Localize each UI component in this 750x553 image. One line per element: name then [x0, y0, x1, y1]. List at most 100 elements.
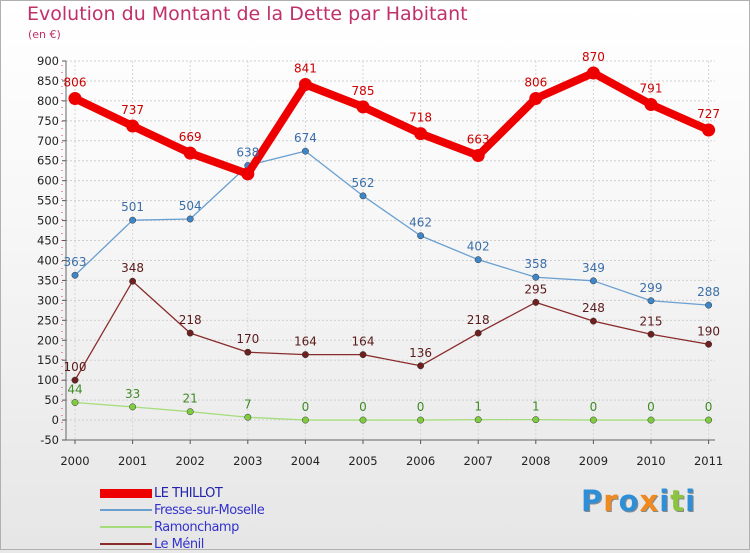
data-label: 841 — [294, 62, 317, 76]
data-label: 737 — [121, 103, 144, 117]
y-tick-label: 50 — [44, 393, 59, 407]
legend-swatch — [100, 543, 152, 545]
data-point — [126, 119, 140, 133]
y-tick-label: 500 — [37, 214, 59, 228]
data-point — [474, 256, 482, 264]
data-label: 0 — [705, 400, 713, 414]
data-point — [359, 192, 367, 200]
data-label: 215 — [640, 314, 663, 328]
y-tick-label: 750 — [37, 114, 59, 128]
grid-layer — [66, 60, 715, 441]
y-tick-label: 850 — [37, 74, 59, 88]
x-tick-label: 2010 — [636, 454, 665, 468]
y-tick-label: 350 — [37, 273, 59, 287]
x-tick-label: 2002 — [176, 454, 205, 468]
data-label: 348 — [121, 261, 144, 275]
data-label: 299 — [640, 281, 663, 295]
x-tick-label: 2000 — [60, 454, 89, 468]
data-point — [474, 416, 482, 424]
data-label: 870 — [582, 50, 605, 64]
data-label: 33 — [125, 387, 140, 401]
data-label: 562 — [352, 176, 375, 190]
data-label: 0 — [359, 400, 367, 414]
data-point — [532, 298, 540, 306]
data-point — [244, 348, 252, 356]
data-point — [186, 215, 194, 223]
y-tick-label: 900 — [37, 54, 59, 68]
data-point — [705, 416, 713, 424]
data-label: 295 — [524, 282, 547, 296]
logo-letter: i — [685, 484, 697, 518]
legend-label: Fresse-sur-Moselle — [154, 503, 265, 518]
y-tick-label: 450 — [37, 234, 59, 248]
data-point — [71, 376, 79, 384]
data-point — [241, 167, 255, 181]
data-label: 0 — [647, 400, 655, 414]
legend-label: Ramonchamp — [154, 520, 239, 535]
data-label: 358 — [524, 257, 547, 271]
x-tick-label: 2008 — [521, 454, 550, 468]
data-label: 669 — [179, 130, 202, 144]
y-tick-label: 300 — [37, 293, 59, 307]
logo-letter: r — [603, 484, 619, 518]
y-tick-label: 250 — [37, 313, 59, 327]
data-label: 1 — [532, 400, 540, 414]
y-tick-label: 150 — [37, 353, 59, 367]
logo-letter: i — [659, 484, 671, 518]
data-point — [186, 329, 194, 337]
data-label: 663 — [467, 133, 490, 147]
data-point — [186, 408, 194, 416]
logo-letter: P — [581, 484, 604, 518]
y-tick-label: 600 — [37, 174, 59, 188]
data-point — [359, 351, 367, 359]
data-label: 402 — [467, 240, 490, 254]
data-label: 7 — [244, 397, 252, 411]
data-point — [589, 277, 597, 285]
data-point — [647, 297, 655, 305]
data-point — [301, 351, 309, 359]
data-point — [129, 277, 137, 285]
data-label: 288 — [697, 285, 720, 299]
data-label: 1 — [474, 400, 482, 414]
data-point — [529, 92, 543, 106]
data-label: 718 — [409, 111, 432, 125]
data-point — [647, 330, 655, 338]
data-point — [532, 416, 540, 424]
data-label: 190 — [697, 324, 720, 338]
data-point — [474, 329, 482, 337]
data-label: 806 — [64, 76, 87, 90]
data-label: 218 — [467, 313, 490, 327]
legend-label: LE THILLOT — [154, 486, 223, 501]
data-label: 0 — [417, 400, 425, 414]
y-tick-label: 700 — [37, 134, 59, 148]
y-tick-label: 550 — [37, 194, 59, 208]
data-label: 349 — [582, 261, 605, 275]
data-label: 164 — [352, 335, 375, 349]
data-label: 170 — [236, 332, 259, 346]
data-point — [589, 317, 597, 325]
series-line — [74, 280, 710, 381]
legend-swatch — [100, 488, 152, 498]
data-point — [298, 78, 312, 92]
logo-letter: x — [639, 484, 660, 518]
data-point — [586, 66, 600, 80]
data-label: 363 — [64, 255, 87, 269]
series-line — [74, 150, 710, 306]
chart-unit: (en €) — [28, 28, 61, 41]
data-point — [71, 271, 79, 279]
y-tick-label: -50 — [40, 433, 59, 447]
data-point — [244, 413, 252, 421]
data-label: 164 — [294, 335, 317, 349]
data-label: 791 — [640, 81, 663, 95]
x-tick-label: 2003 — [233, 454, 262, 468]
chart-title: Evolution du Montant de la Dette par Hab… — [27, 3, 468, 25]
data-label: 638 — [236, 146, 259, 160]
data-point — [129, 216, 137, 224]
data-label: 100 — [64, 360, 87, 374]
data-point — [301, 147, 309, 155]
x-tick-label: 2005 — [348, 454, 377, 468]
data-point — [471, 149, 485, 163]
data-point — [702, 123, 716, 137]
data-point — [705, 301, 713, 309]
